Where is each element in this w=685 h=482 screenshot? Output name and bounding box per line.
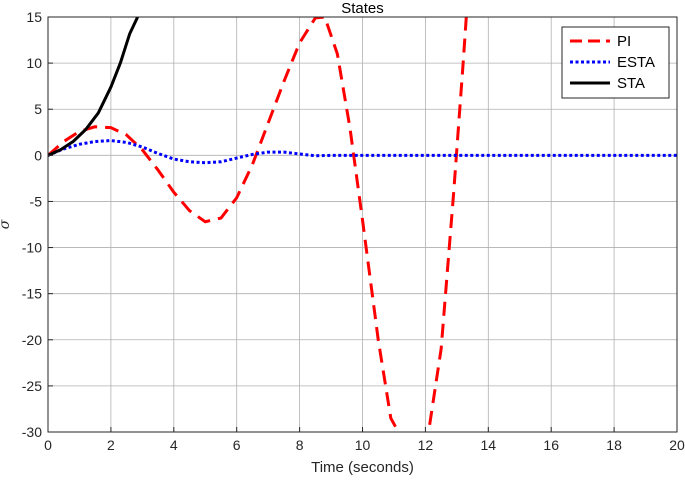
legend-label-sta: STA	[617, 75, 645, 92]
y-axis-label: σ	[0, 219, 13, 229]
y-tick-label: -25	[22, 378, 42, 394]
x-tick-label: 4	[170, 437, 178, 453]
legend-label-pi: PI	[617, 33, 631, 50]
y-tick-label: 0	[34, 147, 42, 163]
chart-title: States	[341, 0, 384, 17]
y-tick-label: -20	[22, 332, 42, 348]
x-tick-label: 0	[44, 437, 52, 453]
x-tick-label: 12	[418, 437, 434, 453]
y-tick-label: -30	[22, 424, 42, 440]
legend: PI ESTA STA	[561, 26, 670, 99]
x-tick-label: 2	[107, 437, 115, 453]
x-tick-label: 14	[481, 437, 497, 453]
y-tick-label: 10	[26, 55, 42, 71]
legend-box	[561, 26, 670, 99]
x-tick-label: 10	[355, 437, 371, 453]
x-tick-label: 8	[296, 437, 304, 453]
x-tick-label: 16	[543, 437, 559, 453]
y-tick-label: -10	[22, 240, 42, 256]
y-tick-label: 5	[34, 101, 42, 117]
x-tick-label: 18	[606, 437, 622, 453]
ticks: 0 2 4 6 8 10 12 14 16 18 20 15 10 5 0 -5 -10 -15 -20 -25 -30	[22, 9, 685, 453]
y-tick-label: -5	[30, 193, 43, 209]
y-tick-label: -15	[22, 286, 42, 302]
x-tick-label: 6	[233, 437, 241, 453]
y-tick-label: 15	[26, 9, 42, 25]
legend-label-esta: ESTA	[617, 54, 655, 71]
series-line-esta	[48, 139, 677, 165]
series-line-pi	[48, 17, 468, 432]
series-layer	[48, 17, 677, 432]
x-axis-label: Time (seconds)	[311, 459, 414, 476]
series-line-sta	[48, 17, 139, 157]
x-tick-label: 20	[669, 437, 685, 453]
